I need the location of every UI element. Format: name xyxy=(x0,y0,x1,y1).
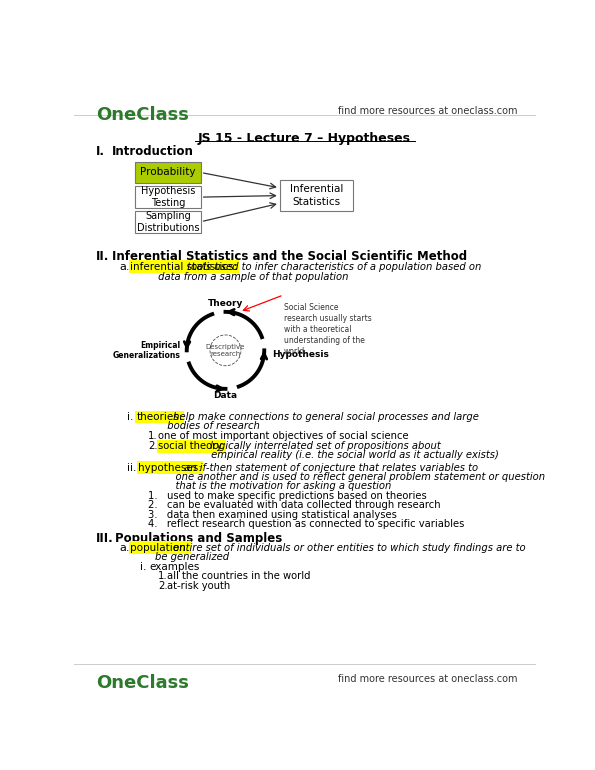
Text: Data: Data xyxy=(214,391,237,400)
Text: one of most important objectives of social science: one of most important objectives of soci… xyxy=(158,431,409,441)
Text: 2.: 2. xyxy=(148,441,158,451)
Text: 2.: 2. xyxy=(158,581,168,591)
Text: an if-then statement of conjecture that relates variables to: an if-then statement of conjecture that … xyxy=(181,463,478,473)
Text: tools used to infer characteristics of a population based on: tools used to infer characteristics of a… xyxy=(184,262,482,272)
Text: 1.   used to make specific predictions based on theories: 1. used to make specific predictions bas… xyxy=(148,491,427,501)
Text: empirical reality (i.e. the social world as it actually exists): empirical reality (i.e. the social world… xyxy=(158,450,499,460)
Text: Inferential Statistics and the Social Scientific Method: Inferential Statistics and the Social Sc… xyxy=(112,250,466,263)
Text: 2.   can be evaluated with data collected through research: 2. can be evaluated with data collected … xyxy=(148,500,441,511)
Text: Social Science
research usually starts
with a theoretical
understanding of the
w: Social Science research usually starts w… xyxy=(284,303,371,356)
Text: JS 15 - Lecture 7 – Hypotheses: JS 15 - Lecture 7 – Hypotheses xyxy=(198,132,411,146)
Text: 1.: 1. xyxy=(148,431,158,441)
Text: II.: II. xyxy=(96,250,109,263)
Text: i.: i. xyxy=(140,562,146,572)
Text: Hypothesis
Testing: Hypothesis Testing xyxy=(140,186,195,209)
Text: one another and is used to reflect general problem statement or question: one another and is used to reflect gener… xyxy=(138,472,545,482)
Text: social theory:: social theory: xyxy=(158,441,225,451)
FancyBboxPatch shape xyxy=(280,180,353,211)
Text: 1.: 1. xyxy=(158,571,168,581)
Text: population:: population: xyxy=(130,543,190,553)
FancyBboxPatch shape xyxy=(135,162,201,183)
Text: find more resources at oneclass.com: find more resources at oneclass.com xyxy=(338,674,518,684)
Text: 3.   data then examined using statistical analyses: 3. data then examined using statistical … xyxy=(148,510,397,520)
Text: examples: examples xyxy=(149,562,200,572)
Text: bodies of research: bodies of research xyxy=(136,421,260,431)
Text: Inferential
Statistics: Inferential Statistics xyxy=(290,184,343,207)
Text: Descriptive
research: Descriptive research xyxy=(206,344,245,357)
Text: data from a sample of that population: data from a sample of that population xyxy=(130,272,349,282)
Text: help make connections to general social processes and large: help make connections to general social … xyxy=(171,412,480,422)
Text: OneClass: OneClass xyxy=(96,106,189,124)
Text: Sampling
Distributions: Sampling Distributions xyxy=(136,210,199,233)
FancyBboxPatch shape xyxy=(135,211,201,233)
Text: find more resources at oneclass.com: find more resources at oneclass.com xyxy=(338,106,518,116)
Text: Probability: Probability xyxy=(140,168,196,177)
Text: Hypothesis: Hypothesis xyxy=(272,350,329,359)
Text: logically interrelated set of propositions about: logically interrelated set of propositio… xyxy=(207,441,441,451)
Text: Theory: Theory xyxy=(208,299,243,308)
Text: hypotheses:: hypotheses: xyxy=(138,463,202,473)
Text: Introduction: Introduction xyxy=(112,145,193,158)
Text: a.: a. xyxy=(120,262,130,272)
Text: entire set of individuals or other entities to which study findings are to: entire set of individuals or other entit… xyxy=(171,543,526,553)
Text: at-risk youth: at-risk youth xyxy=(167,581,231,591)
Text: theories:: theories: xyxy=(136,412,183,422)
Text: III.: III. xyxy=(96,532,114,545)
Text: inferential statistics:: inferential statistics: xyxy=(130,262,237,272)
Text: all the countries in the world: all the countries in the world xyxy=(167,571,311,581)
Text: ii.: ii. xyxy=(127,463,136,473)
Text: that is the motivation for asking a question: that is the motivation for asking a ques… xyxy=(138,481,392,491)
Text: OneClass: OneClass xyxy=(96,674,189,691)
Text: i.: i. xyxy=(127,412,133,422)
FancyBboxPatch shape xyxy=(135,186,201,208)
Text: Empirical
Generalizations: Empirical Generalizations xyxy=(112,340,180,360)
Text: a.: a. xyxy=(120,543,130,553)
Text: 4.   reflect research question as connected to specific variables: 4. reflect research question as connecte… xyxy=(148,519,464,529)
Text: be generalized: be generalized xyxy=(130,552,229,562)
Text: I.: I. xyxy=(96,145,105,158)
Text: Populations and Samples: Populations and Samples xyxy=(115,532,282,545)
